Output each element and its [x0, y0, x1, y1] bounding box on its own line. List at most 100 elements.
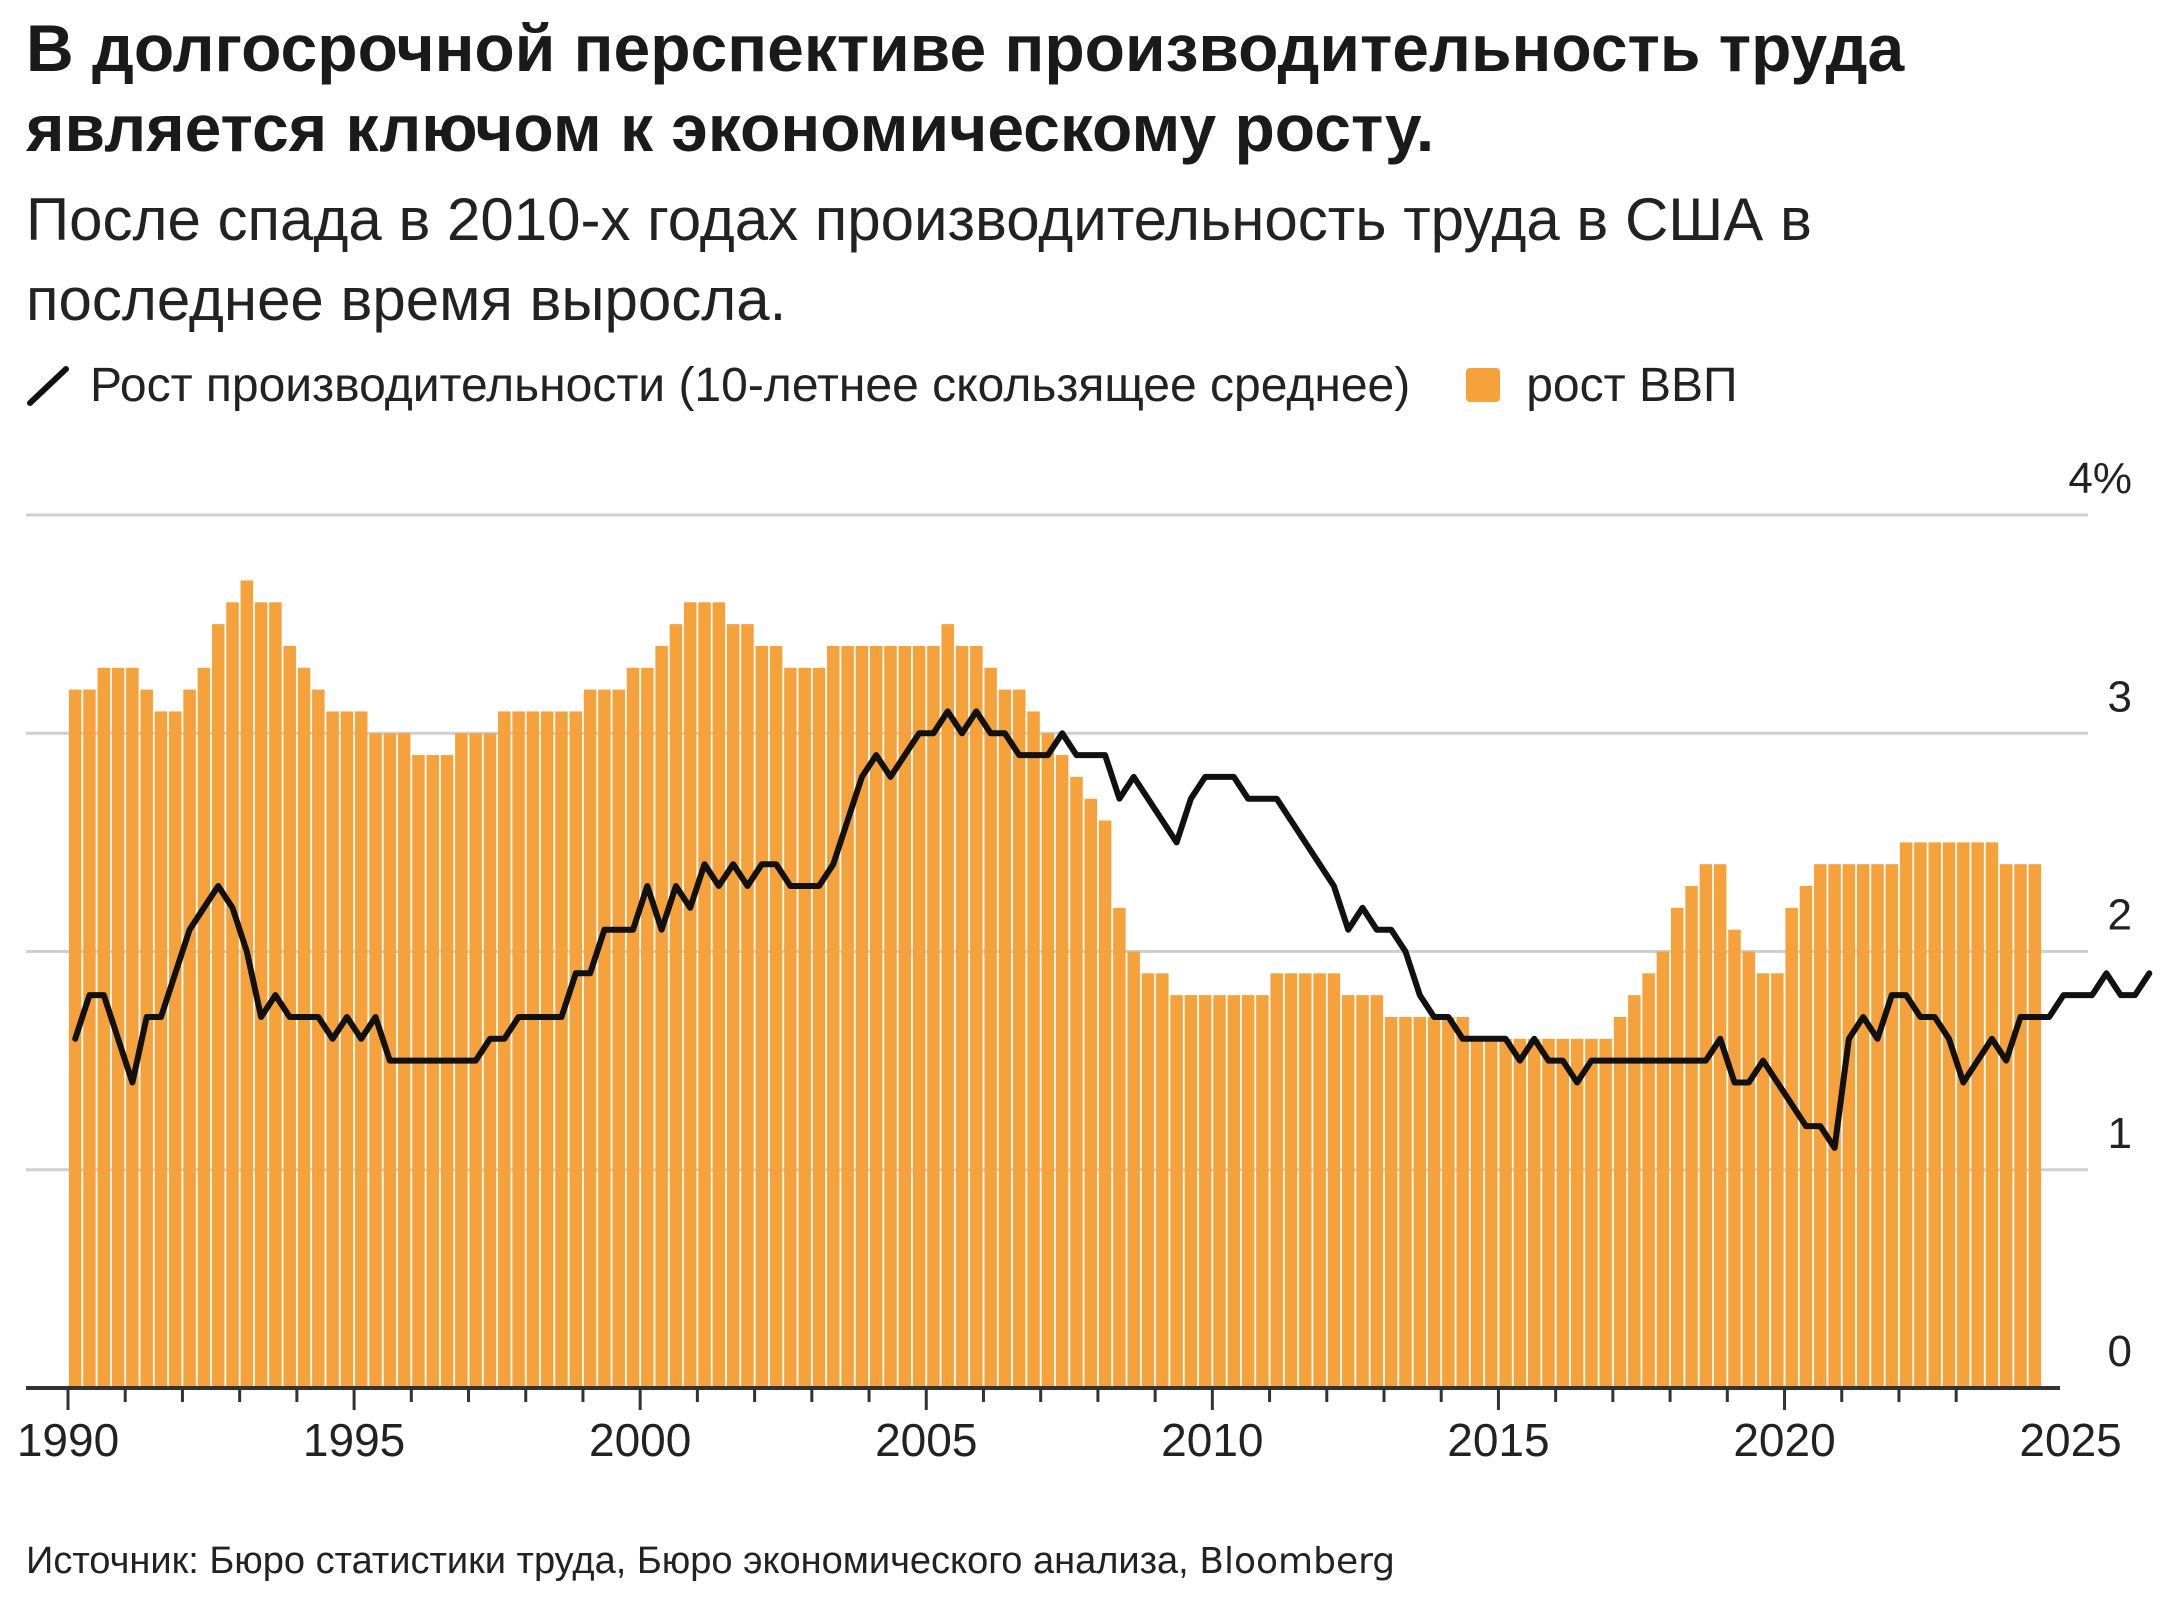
x-tick-label: 2025 [2019, 1414, 2121, 1466]
gdp-bar [1299, 973, 1312, 1388]
gdp-bar [884, 645, 897, 1388]
gdp-bar [1113, 907, 1126, 1388]
gdp-bar [1055, 755, 1069, 1388]
gdp-bar [1313, 973, 1326, 1388]
gdp-bar [1442, 1016, 1455, 1388]
legend-line-label: Рост производительности (10-летнее сколь… [90, 358, 1411, 412]
gdp-bar [1170, 995, 1183, 1388]
gdp-bar [1656, 951, 1670, 1388]
source-brand: Bloomberg [1199, 1541, 1396, 1582]
gdp-bar [1098, 820, 1112, 1388]
gdp-bar [126, 667, 139, 1388]
gdp-bar [111, 667, 125, 1388]
x-tick-label: 2010 [1161, 1414, 1263, 1466]
gdp-bar [555, 711, 568, 1388]
gdp-bar [1599, 1038, 1612, 1388]
gdp-bar [2014, 864, 2027, 1388]
gdp-bar [669, 624, 683, 1388]
gdp-bar [1542, 1038, 1555, 1388]
gdp-bar [1613, 1016, 1627, 1388]
gdp-bar [1413, 1016, 1427, 1388]
gdp-bar [798, 667, 811, 1388]
gdp-bar [1427, 1016, 1441, 1388]
gdp-bar [1284, 973, 1298, 1388]
gdp-bar [297, 667, 311, 1388]
gdp-bar [698, 602, 711, 1388]
x-axis [26, 1386, 2060, 1410]
gdp-bar [1470, 1038, 1484, 1388]
gdp-bar [841, 645, 854, 1388]
gdp-bar [1585, 1038, 1598, 1388]
gdp-bar [197, 667, 211, 1388]
gdp-bar [655, 645, 668, 1388]
gdp-bar [1756, 973, 1770, 1388]
gdp-bar [1485, 1038, 1498, 1388]
chart-subtitle: После спада в 2010-х годах производитель… [26, 186, 1812, 333]
productivity-line-layer [72, 708, 2153, 1151]
gdp-bar [1556, 1038, 1570, 1388]
legend-bar-label: рост ВВП [1526, 358, 1738, 412]
gdp-bar [927, 645, 940, 1388]
gdp-bar [498, 711, 511, 1388]
gdp-bar [583, 689, 597, 1388]
gdp-bar [540, 711, 554, 1388]
gdp-bar [1198, 995, 1212, 1388]
gdp-bar [169, 711, 182, 1388]
gdp-bar [1885, 864, 1899, 1388]
gdp-bar [1999, 864, 2013, 1388]
gdp-bar [741, 624, 754, 1388]
chart: 0 1 2 3 4% 1990 1995 2000 2005 2010 2015 2020 2025 [17, 454, 2153, 1466]
gdp-bar [512, 711, 525, 1388]
gdp-bar [1856, 864, 1870, 1388]
y-axis-labels: 0 1 2 3 4% [2068, 454, 2132, 1376]
gdp-bar [769, 645, 783, 1388]
gdp-bar [140, 689, 153, 1388]
y-tick-label: 4% [2068, 454, 2132, 503]
gdp-bar [483, 733, 497, 1388]
gdp-bar [1141, 973, 1155, 1388]
gdp-bar [1499, 1038, 1512, 1388]
gdp-bar [612, 689, 625, 1388]
gdp-bar [912, 645, 926, 1388]
line-series-icon [27, 366, 69, 406]
gdp-bar [369, 733, 382, 1388]
y-tick-label: 2 [2108, 891, 2132, 940]
gdp-bar [1928, 842, 1941, 1388]
gdp-bar [683, 602, 697, 1388]
gdp-bar [1327, 973, 1341, 1388]
gdp-bar [827, 645, 840, 1388]
y-tick-label: 0 [2108, 1327, 2132, 1376]
gdp-bar [1914, 842, 1927, 1388]
gdp-bar [1628, 995, 1641, 1388]
gdp-bar [1642, 973, 1655, 1388]
y-tick-label: 3 [2108, 672, 2132, 721]
gdp-bar [1156, 973, 1169, 1388]
gdp-bar [641, 667, 654, 1388]
gdp-bar [412, 755, 425, 1388]
gdp-bar [1070, 776, 1083, 1388]
gdp-bar [1871, 864, 1884, 1388]
gdp-bar [569, 711, 583, 1388]
gdp-bar [941, 624, 954, 1388]
gdp-bar [712, 602, 726, 1388]
x-tick-label: 2020 [1733, 1414, 1835, 1466]
gdp-bar [1456, 1016, 1469, 1388]
x-axis-labels: 1990 1995 2000 2005 2010 2015 2020 2025 [17, 1414, 2122, 1466]
gdp-bar [1356, 995, 1369, 1388]
x-tick-label: 1995 [303, 1414, 405, 1466]
gdp-bar [1728, 929, 1741, 1388]
gdp-bar [626, 667, 640, 1388]
gdp-bar [1570, 1038, 1584, 1388]
gdp-bar [97, 667, 111, 1388]
gdp-bar [1399, 1016, 1412, 1388]
gdp-bar [1270, 973, 1283, 1388]
gdp-bar [1742, 951, 1756, 1388]
gdp-bar [1213, 995, 1226, 1388]
gdp-bar [1012, 689, 1026, 1388]
gdp-bar [1957, 842, 1970, 1388]
productivity-line [72, 708, 2153, 1151]
gdp-bar [984, 667, 997, 1388]
gdp-bar [1341, 995, 1355, 1388]
x-tick-label: 2000 [589, 1414, 691, 1466]
gdp-bar [1971, 842, 1984, 1388]
